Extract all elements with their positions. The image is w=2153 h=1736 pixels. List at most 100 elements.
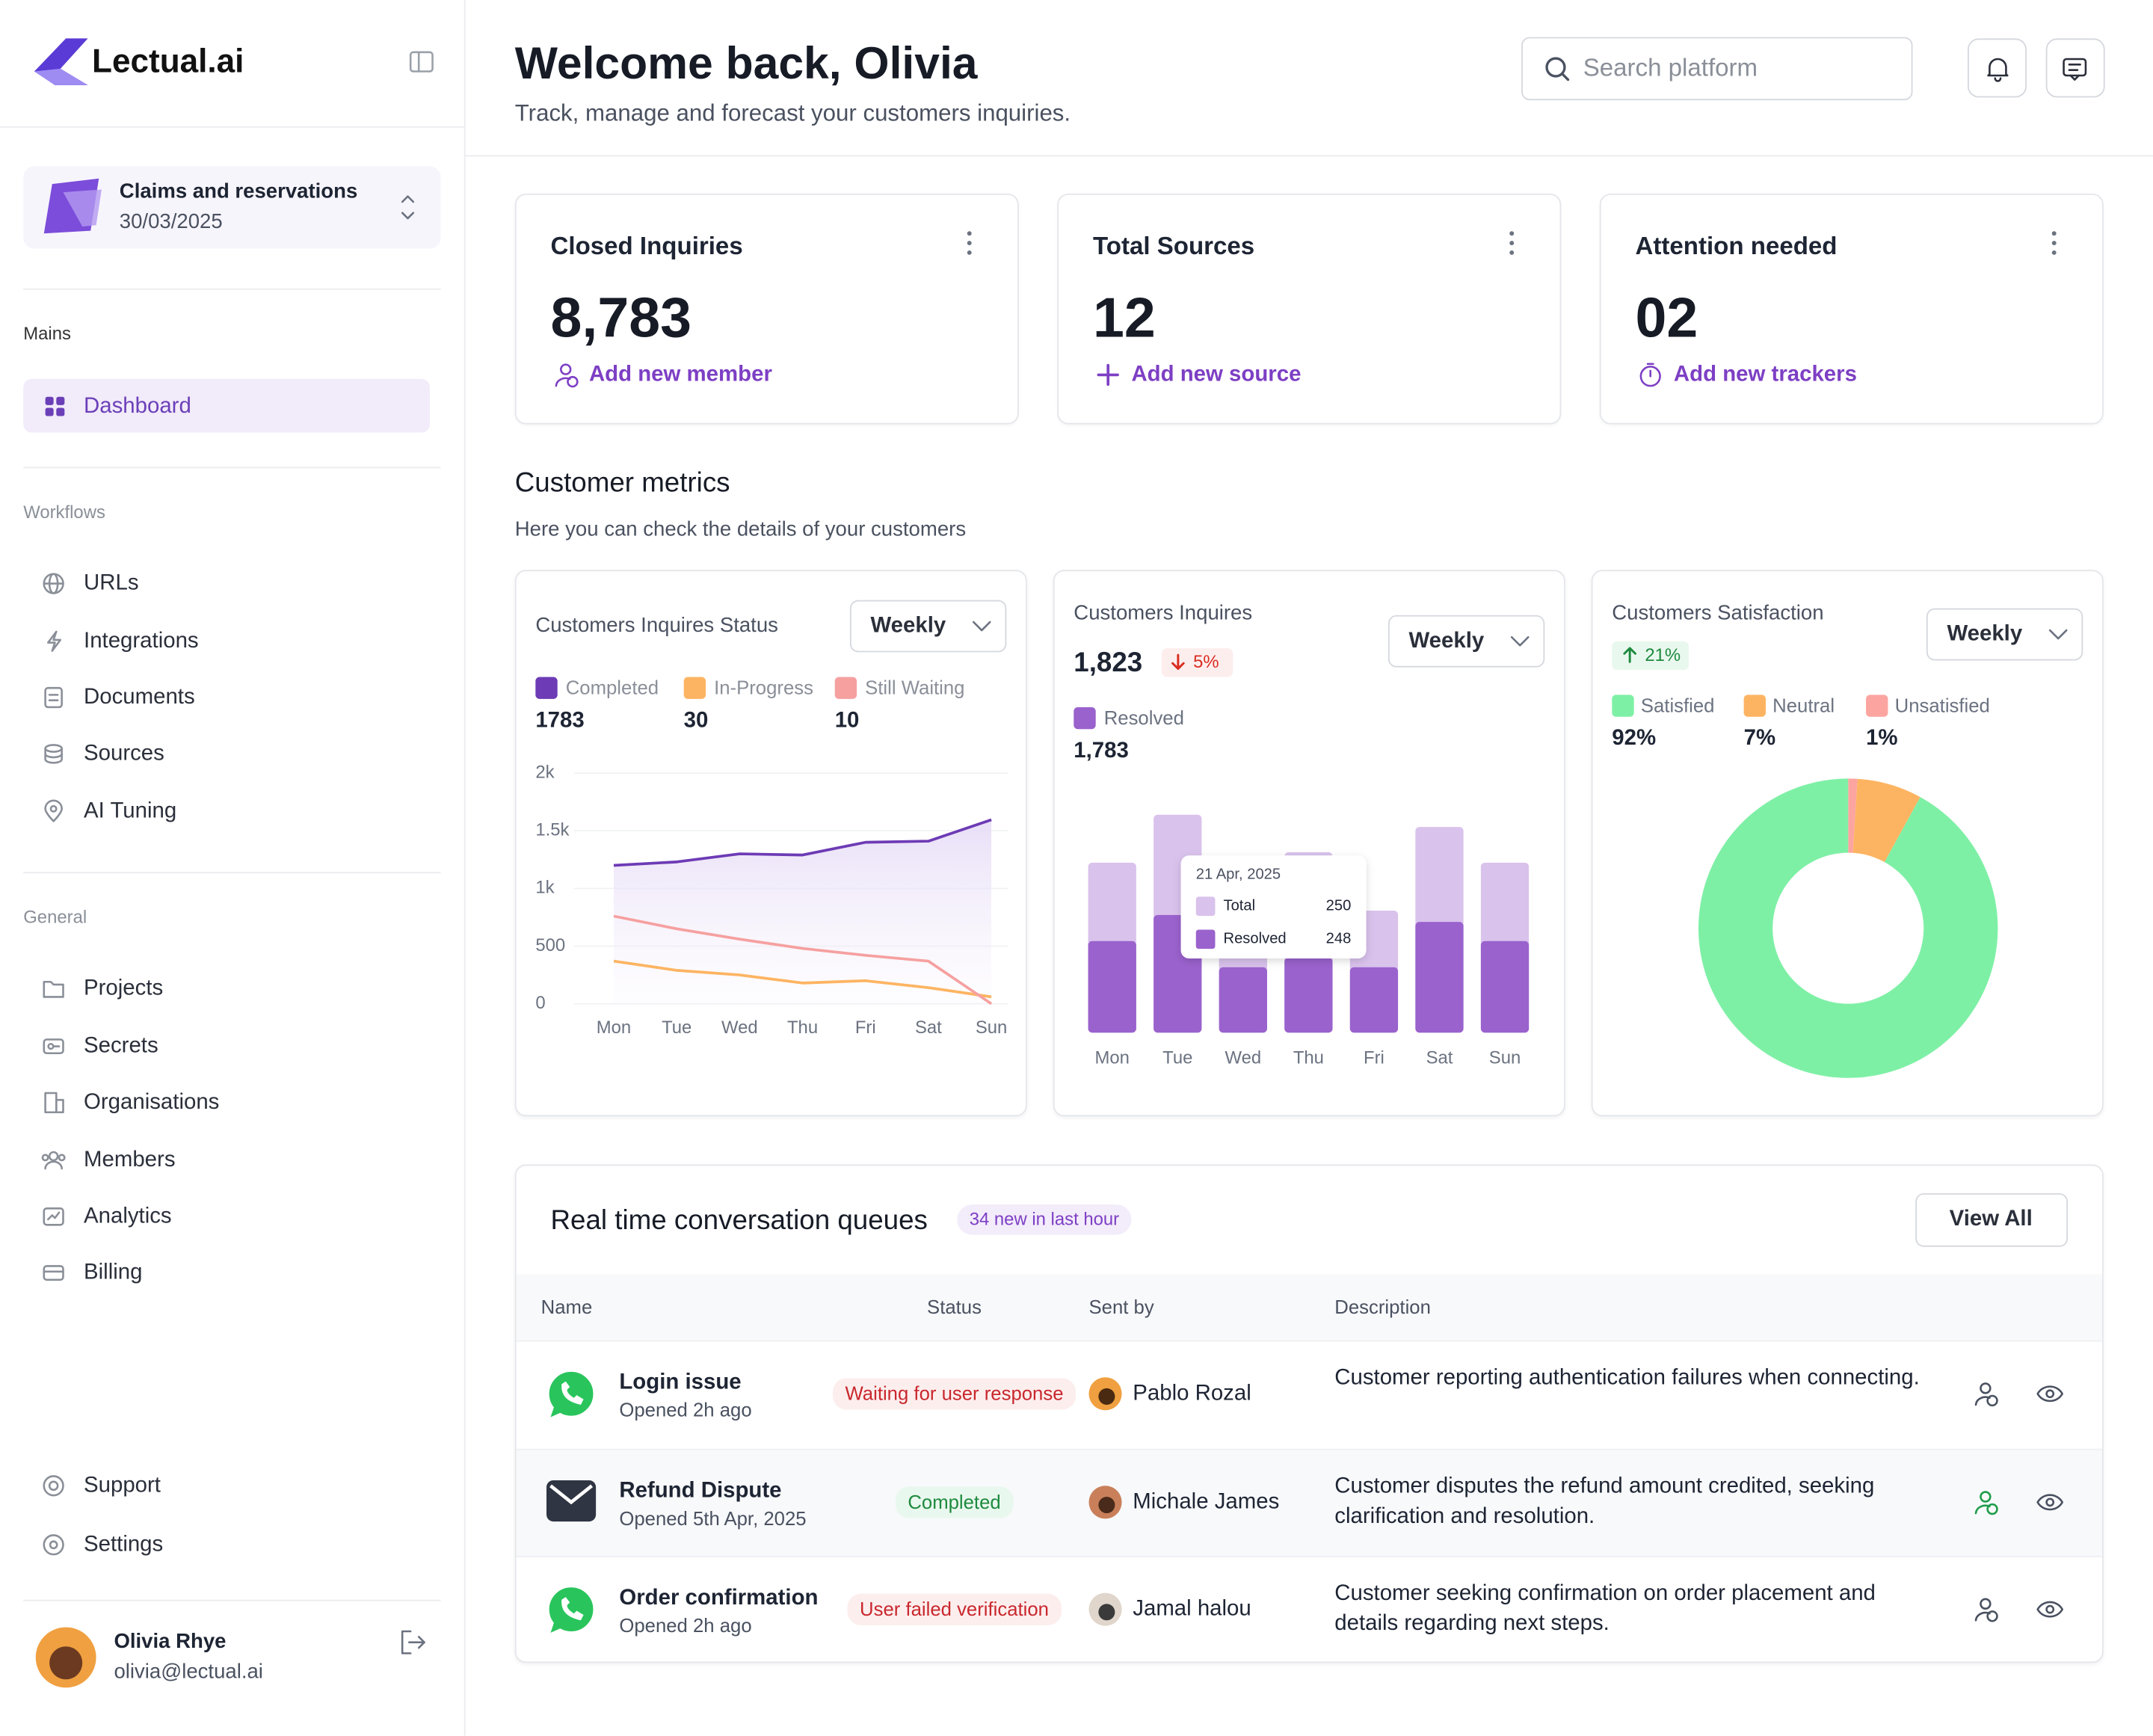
search-box[interactable]	[1521, 37, 1913, 101]
divider	[465, 155, 2153, 157]
divider	[23, 288, 441, 290]
nav-item[interactable]: Documents	[84, 686, 195, 710]
legend-value: 7%	[1743, 727, 1776, 751]
divider	[0, 126, 466, 128]
nav-item[interactable]: Sources	[84, 742, 164, 766]
nav-item[interactable]: Dashboard	[84, 394, 191, 419]
stat-title: Closed Inquiries	[550, 232, 743, 260]
nav-item[interactable]: URLs	[84, 571, 139, 596]
nav-item[interactable]: Projects	[84, 976, 164, 1000]
section-subtitle: Here you can check the details of your c…	[514, 517, 967, 541]
stat-card	[1599, 193, 2104, 425]
nav-item[interactable]: Support	[84, 1474, 161, 1498]
status-badge: Completed	[895, 1486, 1014, 1518]
sender-name: Jamal halou	[1133, 1597, 1251, 1622]
view-all-button[interactable]	[1915, 1193, 2069, 1247]
brand-name: Lectual.ai	[92, 43, 244, 81]
legend-label: Completed	[565, 676, 659, 699]
table-header	[516, 1274, 2102, 1341]
row-divider	[516, 1340, 2102, 1342]
nav-item[interactable]: Settings	[84, 1533, 164, 1557]
period-dropdown[interactable]	[849, 600, 1007, 653]
column-header: Description	[1334, 1296, 1431, 1318]
legend-value: 1%	[1866, 727, 1898, 751]
nav-item[interactable]: Analytics	[84, 1204, 172, 1228]
nav-item[interactable]: AI Tuning	[84, 799, 177, 823]
legend-value: 10	[834, 709, 860, 733]
page-title: Welcome back, Olivia	[514, 37, 978, 88]
legend-value: 1783	[535, 709, 585, 733]
legend-value: 30	[683, 709, 709, 733]
nav-item[interactable]: Organisations	[84, 1091, 220, 1115]
user-email: olivia@lectual.ai	[114, 1660, 263, 1684]
chart-card	[1591, 570, 2104, 1117]
queue-card	[514, 1164, 2104, 1663]
change-value: 5%	[1193, 650, 1219, 672]
period-dropdown[interactable]	[1387, 615, 1545, 668]
period-label[interactable]: Weekly	[1408, 629, 1485, 653]
workspace-date: 30/03/2025	[119, 210, 223, 234]
legend-label: Resolved	[1103, 707, 1184, 729]
period-label[interactable]: Weekly	[870, 614, 946, 638]
sender-name: Michale James	[1133, 1490, 1280, 1514]
chart-total: 1,823	[1074, 647, 1143, 679]
chart-card	[1053, 570, 1565, 1117]
view-all-label[interactable]: View All	[1949, 1207, 2033, 1231]
sidebar	[0, 0, 466, 1736]
row-name: Order confirmation	[619, 1586, 819, 1610]
row-divider	[516, 1555, 2102, 1557]
stat-value: 8,783	[550, 286, 692, 350]
legend-label: Still Waiting	[865, 676, 965, 699]
user-name: Olivia Rhye	[114, 1630, 227, 1654]
notifications-button[interactable]	[1967, 38, 2027, 98]
status-badge: Waiting for user response	[832, 1378, 1076, 1410]
queue-title: Real time conversation queues	[550, 1205, 928, 1237]
legend-label: Unsatisfied	[1894, 694, 1990, 717]
nav-item-active[interactable]	[23, 378, 430, 433]
workspace-card[interactable]	[23, 166, 441, 249]
column-header: Status	[927, 1296, 982, 1318]
row-description: Customer disputes the refund amount cred…	[1334, 1474, 1875, 1529]
stat-action[interactable]: Add new trackers	[1673, 363, 1857, 387]
legend-label: In-Progress	[714, 676, 813, 699]
status-badge: User failed verification	[847, 1593, 1062, 1625]
row-divider	[516, 1448, 2102, 1450]
period-dropdown[interactable]	[1926, 608, 2083, 661]
page-subtitle: Track, manage and forecast your customer…	[514, 99, 1071, 126]
legend-label: Satisfied	[1640, 694, 1715, 717]
stat-card	[514, 193, 1019, 425]
table-row	[516, 1448, 2102, 1556]
section-title: Customer metrics	[514, 468, 730, 499]
column-header: Sent by	[1088, 1296, 1154, 1318]
stat-title: Total Sources	[1093, 232, 1255, 260]
row-name: Login issue	[619, 1370, 742, 1394]
nav-item[interactable]: Billing	[84, 1261, 143, 1285]
nav-item[interactable]: Members	[84, 1148, 176, 1172]
stat-action[interactable]: Add new source	[1131, 363, 1302, 387]
stat-value: 02	[1635, 286, 1698, 350]
queue-badge: 34 new in last hour	[957, 1204, 1132, 1234]
stat-action[interactable]: Add new member	[588, 363, 772, 387]
period-label[interactable]: Weekly	[1947, 622, 2023, 646]
legend-value: 92%	[1612, 727, 1657, 751]
row-opened: Opened 5th Apr, 2025	[619, 1506, 807, 1530]
stat-value: 12	[1093, 286, 1156, 350]
legend-label: Neutral	[1772, 694, 1835, 717]
row-opened: Opened 2h ago	[619, 1614, 752, 1637]
divider	[23, 1599, 441, 1601]
divider	[23, 467, 441, 469]
nav-item[interactable]: Secrets	[84, 1034, 158, 1059]
chart-title: Customers Inquires	[1074, 601, 1253, 625]
chart-title: Customers Satisfaction	[1612, 601, 1824, 625]
messages-button[interactable]	[2045, 38, 2105, 98]
nav-item[interactable]: Integrations	[84, 629, 199, 653]
row-opened: Opened 2h ago	[619, 1398, 752, 1421]
change-value: 21%	[1645, 644, 1681, 665]
nav-section-label: Mains	[23, 322, 71, 344]
chart-title: Customers Inquires Status	[535, 614, 778, 638]
row-description: Customer reporting authentication failur…	[1334, 1366, 1920, 1390]
row-name: Refund Dispute	[619, 1479, 782, 1503]
sender-name: Pablo Rozal	[1133, 1382, 1251, 1406]
